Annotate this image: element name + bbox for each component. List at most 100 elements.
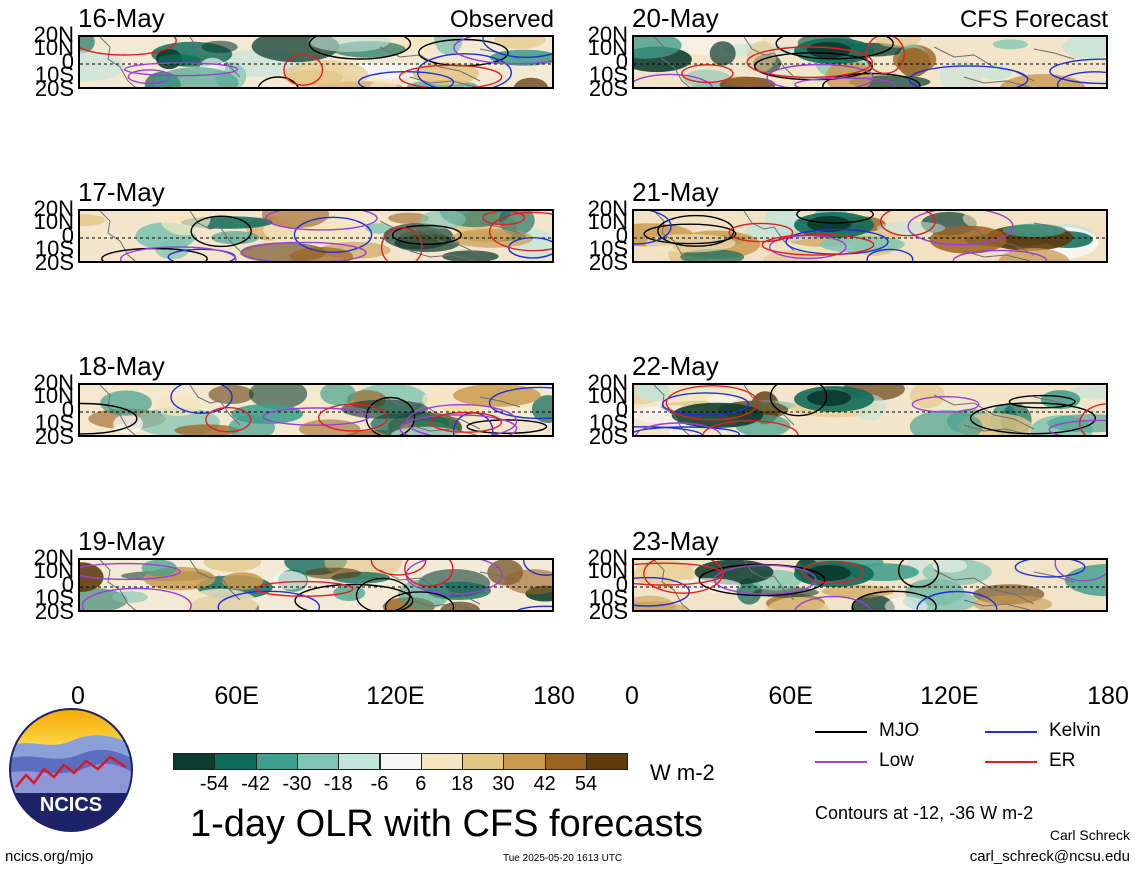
- olr-anomaly-patch: [290, 247, 354, 261]
- contour-er: [761, 234, 875, 256]
- coastline: [933, 220, 1035, 256]
- longitude-tick-label: 60E: [214, 682, 259, 710]
- contour-er: [429, 411, 503, 433]
- latitude-tick-label: 20S: [588, 75, 628, 101]
- colorbar-tick-label: -54: [199, 773, 229, 795]
- strong-convection-core: [807, 565, 851, 581]
- strong-convection-core: [807, 390, 851, 406]
- contour-mjo: [391, 224, 462, 245]
- olr-anomaly-patch: [1062, 37, 1106, 59]
- panel-date: 22-May: [632, 351, 719, 381]
- latitude-tick-label: 10N: [587, 383, 628, 409]
- colorbar-swatch: [420, 753, 464, 770]
- olr-anomaly-patch: [80, 587, 128, 610]
- contour-mjo: [384, 591, 455, 610]
- coastline: [379, 394, 481, 430]
- contour-er: [634, 562, 725, 586]
- contour-low: [769, 234, 847, 260]
- olr-anomaly-patch: [932, 560, 967, 573]
- latitude-tick-label: 20N: [33, 545, 74, 570]
- olr-anomaly-patch: [706, 394, 737, 405]
- contour-low: [81, 587, 192, 610]
- contour-mjo: [257, 76, 299, 87]
- latitude-tick-label: 20S: [588, 249, 628, 275]
- olr-anomaly-patch: [992, 39, 1028, 50]
- olr-anomaly-patch: [505, 569, 552, 595]
- contour-er: [370, 560, 427, 576]
- olr-anomaly-patch: [494, 37, 546, 50]
- latitude-tick-label: 10N: [587, 558, 628, 584]
- olr-anomaly-patch: [100, 390, 152, 416]
- legend-line-low: [815, 761, 867, 763]
- contour-kelvin: [170, 385, 233, 414]
- author-name: Carl Schreck: [1049, 827, 1130, 843]
- olr-anomaly-patch: [683, 69, 732, 87]
- coastline: [409, 250, 477, 261]
- contour-er: [205, 406, 252, 433]
- contour-low: [399, 414, 518, 435]
- longitude-tick-label: 60E: [768, 682, 813, 710]
- olr-anomaly-patch: [767, 597, 829, 610]
- contour-mjo: [190, 215, 252, 248]
- olr-map-panel: [78, 558, 554, 612]
- olr-map-panel: [78, 209, 554, 263]
- longitude-tick-label: 0: [625, 682, 639, 710]
- olr-anomaly-patch: [369, 80, 398, 87]
- olr-map-graphic: [634, 37, 1106, 87]
- colorbar-tick-label: -6: [370, 773, 389, 795]
- coastline: [99, 385, 136, 435]
- latitude-tick-label: 20N: [587, 370, 628, 395]
- olr-anomaly-patch: [391, 426, 462, 435]
- contour-low: [952, 249, 1048, 261]
- olr-anomaly-patch: [304, 567, 362, 580]
- longitude-tick-label: 180: [1087, 682, 1129, 710]
- contour-er: [865, 37, 905, 75]
- latitude-tick-label: 20S: [34, 598, 74, 624]
- coastline: [653, 37, 690, 87]
- coastline: [189, 37, 241, 78]
- contour-er: [801, 560, 864, 584]
- contour-low: [80, 562, 181, 581]
- olr-anomaly-patch: [531, 395, 552, 424]
- chart-title: 1-day OLR with CFS forecasts: [190, 803, 704, 845]
- coastline: [933, 569, 1035, 605]
- olr-map-graphic: [634, 560, 1106, 610]
- olr-anomaly-patch: [211, 231, 259, 245]
- legend-label-mjo: MJO: [879, 720, 920, 741]
- contour-kelvin: [916, 590, 998, 610]
- contour-low: [794, 595, 872, 610]
- colorbar-tick-label: -18: [323, 773, 353, 795]
- coastline: [743, 560, 795, 601]
- latitude-tick-label: 0: [61, 571, 74, 597]
- contour-low: [634, 73, 714, 87]
- contour-er: [80, 37, 177, 56]
- contour-er: [681, 64, 734, 84]
- colorbar-swatch: [503, 753, 546, 770]
- ncics-logo: NCICS: [8, 707, 134, 833]
- legend-label-low: Low: [879, 750, 914, 771]
- olr-anomaly-patch: [412, 62, 479, 85]
- latitude-tick-label: 20N: [587, 196, 628, 221]
- contour-kelvin: [293, 216, 373, 253]
- latitude-tick-label: 20S: [588, 423, 628, 449]
- contour-kelvin: [523, 560, 552, 576]
- contour-mjo: [657, 214, 735, 247]
- coastline: [409, 76, 477, 87]
- contour-low: [127, 69, 172, 84]
- contour-mjo: [1008, 394, 1076, 409]
- olr-anomaly-patch: [159, 211, 211, 236]
- legend-label-er: ER: [1049, 750, 1076, 771]
- panel-date: 16-May: [78, 3, 165, 33]
- olr-map-graphic: [634, 211, 1106, 261]
- contour-low: [262, 407, 370, 426]
- olr-map-panel: [632, 558, 1108, 612]
- contour-er: [746, 46, 873, 79]
- coastline: [409, 599, 477, 610]
- latitude-tick-label: 20S: [34, 423, 74, 449]
- latitude-tick-label: 0: [615, 48, 628, 74]
- olr-anomaly-patch: [111, 591, 148, 603]
- olr-map-graphic: [80, 560, 552, 610]
- contour-mjo: [775, 37, 894, 60]
- coastline: [99, 37, 136, 87]
- contour-kelvin: [634, 211, 672, 245]
